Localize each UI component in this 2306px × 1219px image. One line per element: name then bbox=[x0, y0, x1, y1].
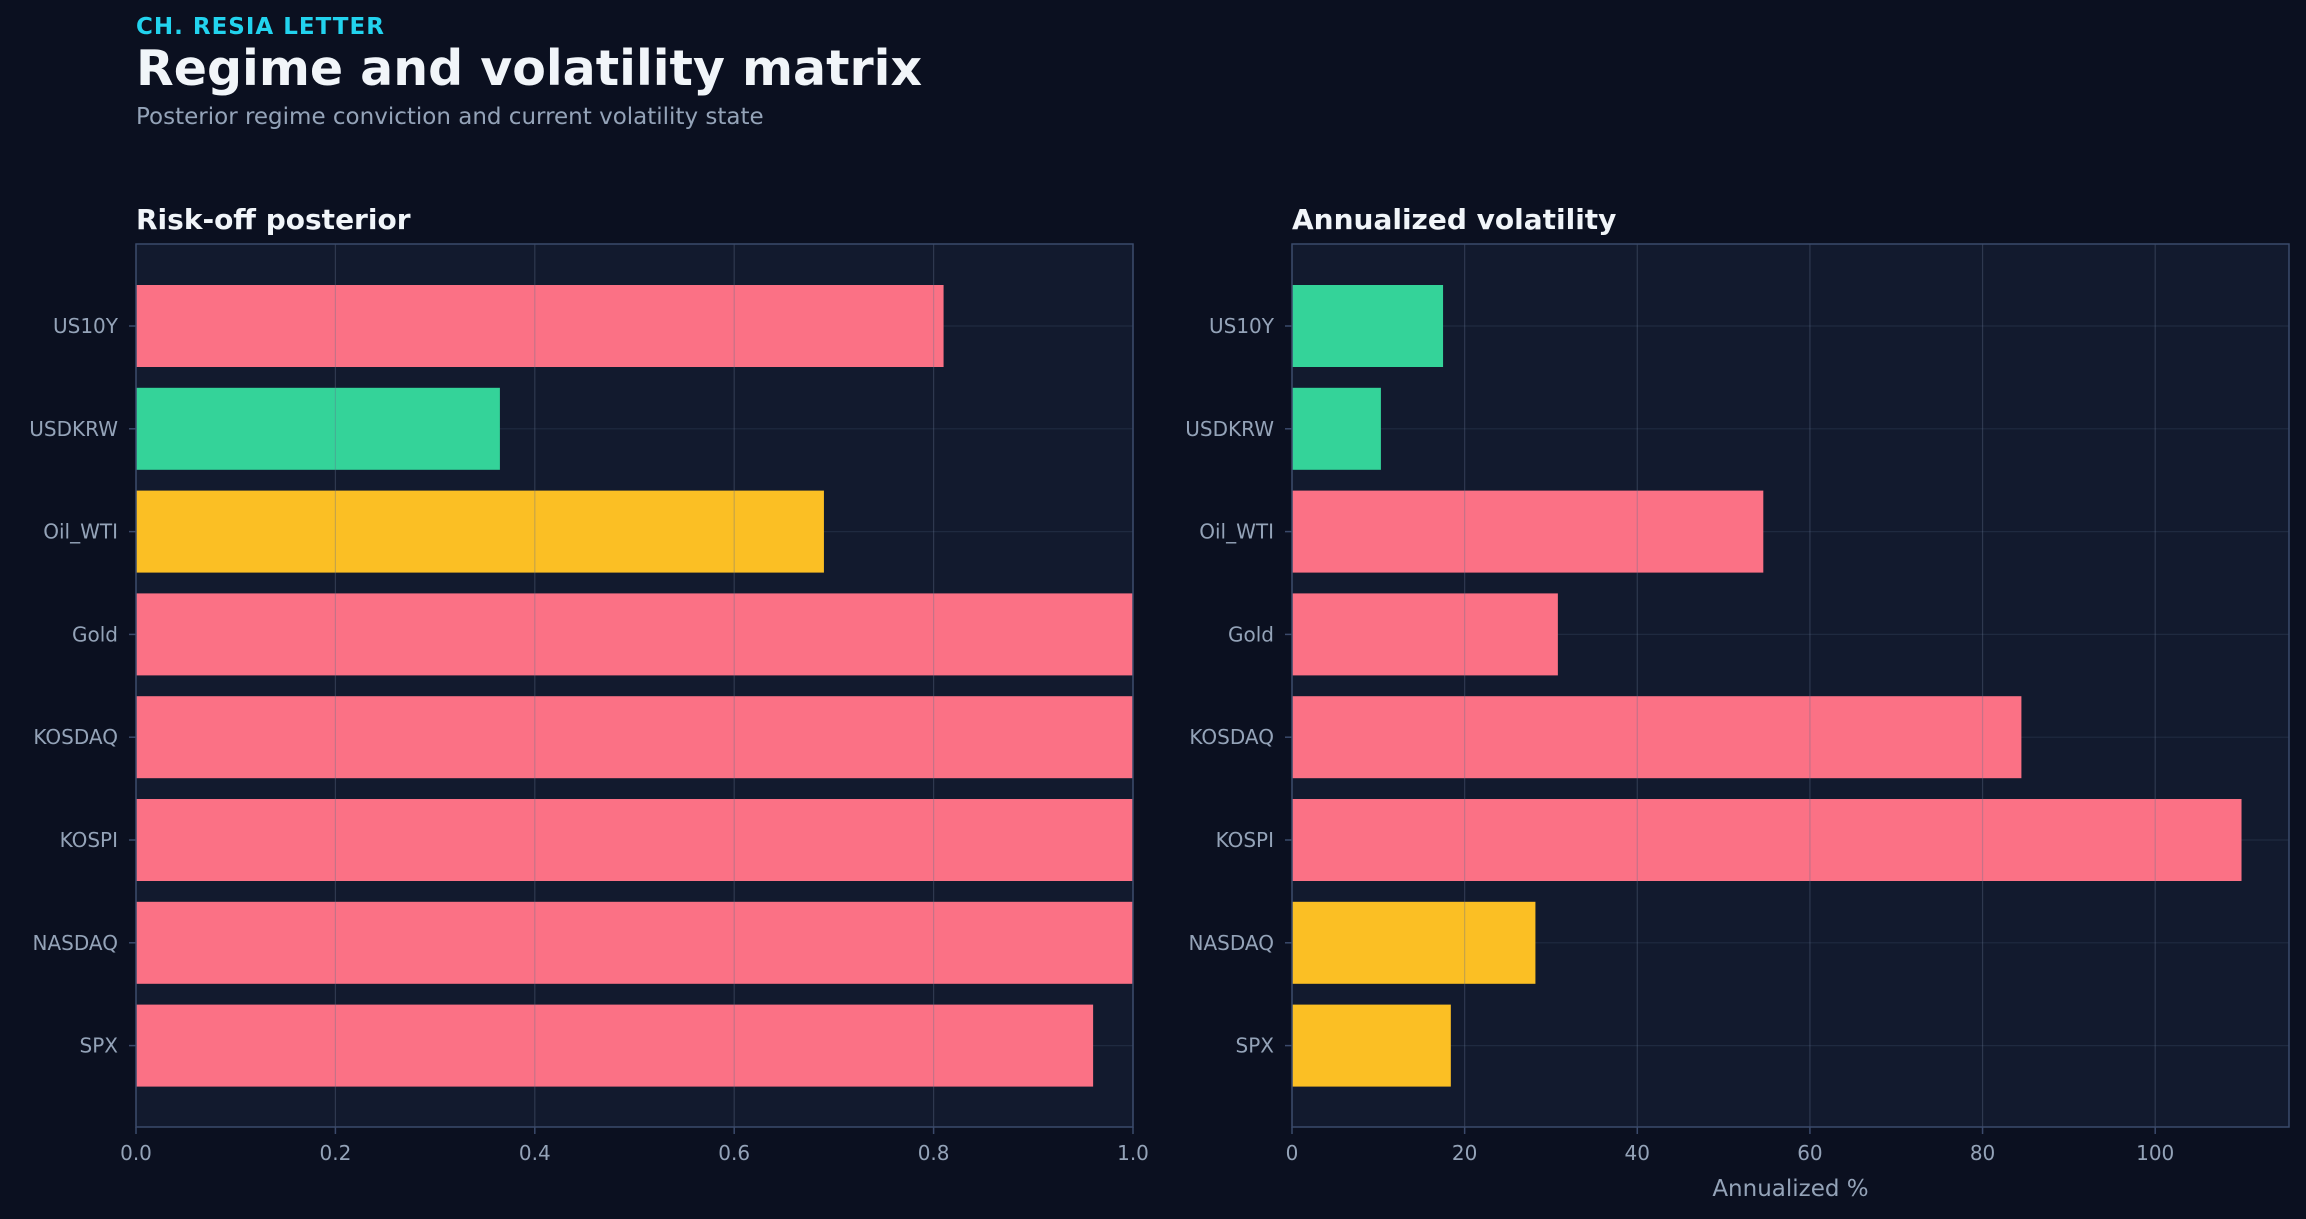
category-label: NASDAQ bbox=[33, 931, 118, 955]
category-label: USDKRW bbox=[1185, 417, 1274, 441]
bar-kosdaq bbox=[136, 696, 1133, 779]
bar-oil-wti bbox=[136, 490, 824, 573]
bar-nasdaq bbox=[136, 901, 1133, 984]
x-tick-label: 0.6 bbox=[718, 1141, 750, 1165]
category-label: SPX bbox=[80, 1034, 119, 1058]
plot-area bbox=[136, 244, 1133, 1127]
category-label: Gold bbox=[72, 622, 118, 646]
x-tick-label: 0 bbox=[1286, 1141, 1299, 1165]
bar-us10y bbox=[136, 285, 944, 367]
chart-title: Annualized volatility bbox=[1292, 203, 1616, 236]
bar-gold bbox=[136, 593, 1133, 676]
x-tick-label: 40 bbox=[1625, 1141, 1650, 1165]
category-label: KOSDAQ bbox=[33, 725, 118, 749]
bar-usdkrw bbox=[136, 387, 500, 470]
category-label: Gold bbox=[1228, 622, 1274, 646]
bar-kosdaq bbox=[1292, 696, 2022, 779]
bar-spx bbox=[1292, 1004, 1451, 1087]
x-tick-label: 80 bbox=[1970, 1141, 1995, 1165]
bar-kospi bbox=[136, 799, 1133, 881]
category-label: USDKRW bbox=[29, 417, 118, 441]
x-tick-label: 0.8 bbox=[918, 1141, 950, 1165]
x-tick-label: 0.4 bbox=[519, 1141, 551, 1165]
bar-us10y bbox=[1292, 285, 1444, 367]
plot-area bbox=[1292, 244, 2289, 1127]
x-tick-label: 0.2 bbox=[319, 1141, 351, 1165]
x-tick-label: 20 bbox=[1452, 1141, 1477, 1165]
category-label: SPX bbox=[1236, 1034, 1275, 1058]
kicker: CH. RESIA LETTER bbox=[136, 14, 385, 40]
bar-oil-wti bbox=[1292, 490, 1764, 573]
x-tick-label: 1.0 bbox=[1117, 1141, 1149, 1165]
annualized-volatility-chart: 0 20 40 60 80 100 US10Y USDKRW Oil_WTI Gold KOSDAQ… bbox=[1185, 203, 2290, 1202]
plot-frame bbox=[1291, 243, 2290, 1128]
bar-gold bbox=[1292, 593, 1558, 676]
category-label: US10Y bbox=[53, 314, 119, 338]
category-label: KOSDAQ bbox=[1189, 725, 1274, 749]
category-label: Oil_WTI bbox=[43, 520, 118, 544]
category-label: KOSPI bbox=[60, 828, 118, 852]
x-tick-label: 60 bbox=[1797, 1141, 1822, 1165]
x-tick-label: 100 bbox=[2136, 1141, 2174, 1165]
page-subtitle: Posterior regime conviction and current … bbox=[136, 104, 764, 130]
bar-usdkrw bbox=[1292, 387, 1381, 470]
chart-title: Risk-off posterior bbox=[136, 203, 411, 236]
category-label: NASDAQ bbox=[1189, 931, 1274, 955]
category-label: US10Y bbox=[1209, 314, 1275, 338]
category-label: KOSPI bbox=[1216, 828, 1274, 852]
category-label: Oil_WTI bbox=[1199, 520, 1274, 544]
plot-frame bbox=[135, 243, 1134, 1128]
bar-nasdaq bbox=[1292, 901, 1536, 984]
page-title: Regime and volatility matrix bbox=[136, 40, 923, 97]
bar-spx bbox=[136, 1004, 1094, 1087]
bar-kospi bbox=[1292, 799, 2242, 881]
x-axis-label: Annualized % bbox=[1712, 1176, 1868, 1202]
risk-off-posterior-chart: 0.0 0.2 0.4 0.6 0.8 1.0 US10Y USDKRW Oil_WTI Gold… bbox=[29, 203, 1149, 1165]
x-tick-label: 0.0 bbox=[120, 1141, 152, 1165]
